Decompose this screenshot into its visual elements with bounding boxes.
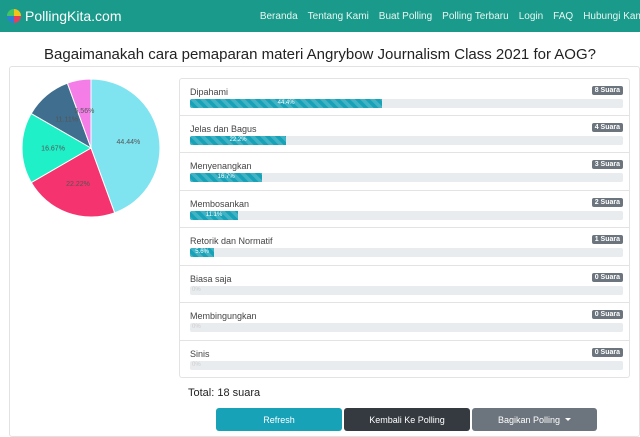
nav-link-buat-polling[interactable]: Buat Polling xyxy=(378,10,433,22)
poll-option-row: Membosankan 2 Suara 11.1% xyxy=(179,190,630,228)
pie-chart: 44.44% 22.22% 16.67% 11.11%5.56% xyxy=(21,78,161,218)
nav-link-polling-terbaru[interactable]: Polling Terbaru xyxy=(442,10,509,22)
progress-fill: 0% xyxy=(192,286,201,293)
brand-name: PollingKita.com xyxy=(25,8,122,24)
refresh-button[interactable]: Refresh xyxy=(216,408,342,431)
poll-option-row: Jelas dan Bagus 4 Suara 22.2% xyxy=(179,115,630,153)
brand[interactable]: PollingKita.com xyxy=(7,8,122,24)
progress-track: 0% xyxy=(190,323,623,332)
nav-link-faq[interactable]: FAQ xyxy=(553,10,574,22)
progress-fill: 0% xyxy=(192,324,201,330)
nav-link-tentang-kami[interactable]: Tentang Kami xyxy=(307,10,369,22)
option-label: Membingungkan xyxy=(190,311,257,321)
vote-count-badge: 0 Suara xyxy=(591,272,623,282)
progress-track: 44.4% xyxy=(190,99,623,108)
nav-link-beranda[interactable]: Beranda xyxy=(259,10,298,22)
page-title: Bagaimanakah cara pemaparan materi Angry… xyxy=(44,46,596,63)
option-label: Dipahami xyxy=(190,87,229,97)
vote-count-badge: 4 Suara xyxy=(591,122,623,132)
option-label: Menyenangkan xyxy=(190,161,252,171)
pie-slice-label: 5.56% xyxy=(74,108,94,115)
pie-slice-label: 16.67% xyxy=(41,146,65,153)
pie-slice-label: 11.11% xyxy=(55,116,78,123)
poll-option-row: Menyenangkan 3 Suara 16.7% xyxy=(179,153,630,191)
poll-option-row: Dipahami 8 Suara 44.4% xyxy=(179,78,630,116)
nav-link-hubungi-kami[interactable]: Hubungi Kami xyxy=(583,10,640,22)
poll-option-row: Sinis 0 Suara 0% xyxy=(179,340,630,378)
option-label: Sinis xyxy=(190,348,210,359)
total-votes: Total: 18 suara xyxy=(188,387,261,399)
progress-fill: 16.7% xyxy=(190,173,263,182)
pie-slice-label: 22.22% xyxy=(66,181,90,188)
progress-track: 0% xyxy=(190,360,623,370)
progress-fill: 22.2% xyxy=(190,135,287,145)
vote-count-badge: 2 Suara xyxy=(591,197,623,207)
progress-fill: 5.6% xyxy=(190,248,215,257)
poll-option-row: Membingungkan 0 Suara 0% xyxy=(179,303,630,341)
progress-fill: 11.1% xyxy=(190,210,239,220)
nav-link-login[interactable]: Login xyxy=(518,10,544,22)
back-to-poll-button-label: Kembali Ke Polling xyxy=(369,414,445,425)
option-label: Jelas dan Bagus xyxy=(190,123,257,134)
progress-track: 16.7% xyxy=(190,173,623,182)
option-label: Biasa saja xyxy=(190,273,232,284)
pie-slice xyxy=(30,147,116,218)
option-label: Retorik dan Normatif xyxy=(190,236,273,246)
pie-slice xyxy=(90,78,161,214)
pie-slice-label: 44.44% xyxy=(116,139,140,146)
share-poll-button[interactable]: Bagikan Polling xyxy=(472,408,597,431)
progress-fill: 44.4% xyxy=(190,99,383,108)
vote-count-badge: 0 Suara xyxy=(591,310,623,319)
navbar: PollingKita.com Beranda Tentang Kami Bua… xyxy=(0,0,640,32)
progress-track: 0% xyxy=(190,285,623,295)
back-to-poll-button[interactable]: Kembali Ke Polling xyxy=(344,408,470,431)
vote-count-badge: 1 Suara xyxy=(591,235,623,244)
progress-track: 22.2% xyxy=(190,135,623,145)
refresh-button-label: Refresh xyxy=(263,414,295,425)
progress-fill: 0% xyxy=(192,361,201,368)
poll-option-row: Retorik dan Normatif 1 Suara 5.6% xyxy=(179,228,630,266)
options-list: Dipahami 8 Suara 44.4% Jelas dan Bagus 4 Sua… xyxy=(179,78,630,378)
vote-count-badge: 3 Suara xyxy=(591,160,623,169)
share-poll-button-label: Bagikan Polling xyxy=(497,414,561,425)
option-label: Membosankan xyxy=(190,198,250,209)
progress-track: 5.6% xyxy=(190,248,623,257)
progress-track: 11.1% xyxy=(190,210,623,220)
pie-slice xyxy=(21,112,92,184)
vote-count-badge: 0 Suara xyxy=(591,347,623,357)
vote-count-badge: 8 Suara xyxy=(591,86,623,95)
pie-logo-icon xyxy=(7,9,21,23)
pie-slice xyxy=(66,78,92,149)
poll-option-row: Biasa saja 0 Suara 0% xyxy=(179,265,630,303)
caret-down-icon xyxy=(565,418,572,421)
nav-links: Beranda Tentang Kami Buat Polling Pollin… xyxy=(250,0,640,32)
